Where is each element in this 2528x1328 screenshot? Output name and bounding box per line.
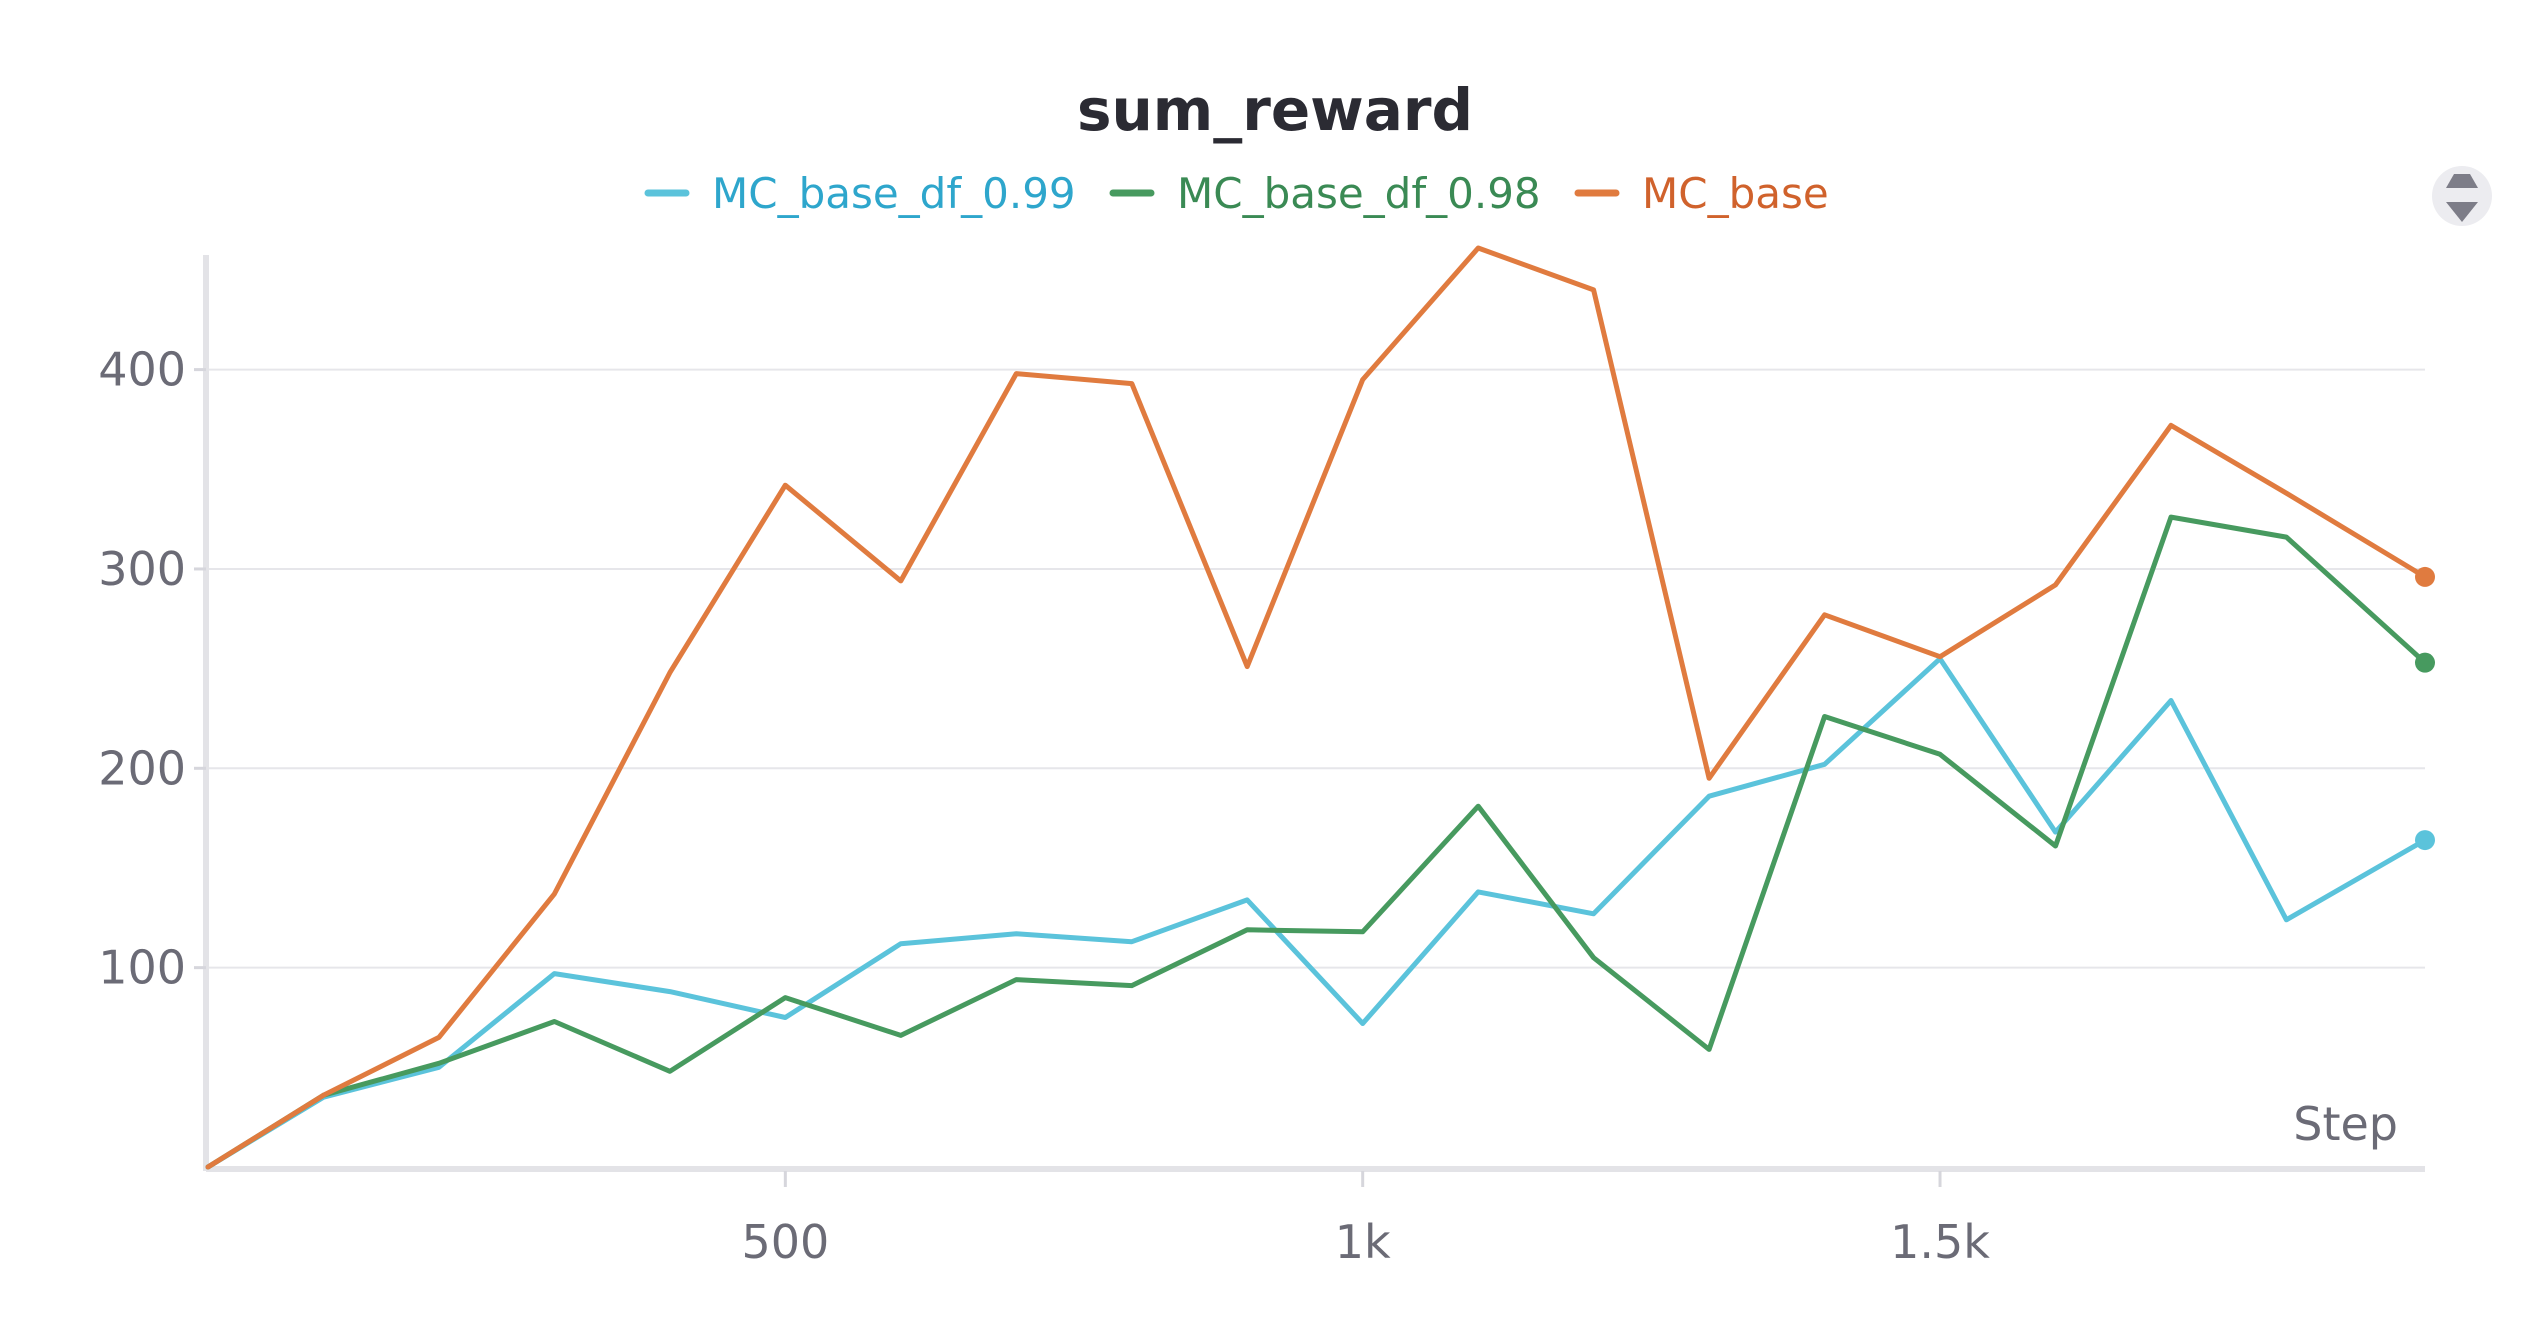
y-tick-label: 200 bbox=[98, 741, 186, 795]
legend-item[interactable]: MC_base_df_0.98 bbox=[1109, 169, 1541, 218]
legend-label: MC_base_df_0.99 bbox=[712, 169, 1076, 218]
x-tick-label: 1k bbox=[1335, 1215, 1391, 1269]
series-endpoint-0 bbox=[2415, 830, 2435, 851]
x-tick-label: 500 bbox=[741, 1215, 829, 1269]
series-endpoints bbox=[2415, 566, 2435, 851]
x-axis-label: Step bbox=[2293, 1097, 2398, 1151]
chart-title: sum_reward bbox=[1077, 76, 1473, 144]
legend-label: MC_base_df_0.98 bbox=[1177, 169, 1541, 218]
y-tick-label: 100 bbox=[98, 941, 186, 995]
series-lines bbox=[205, 245, 2428, 1170]
legend-item[interactable]: MC_base bbox=[1574, 169, 1829, 218]
x-tick-labels: 500 1k 1.5k bbox=[741, 1215, 1990, 1269]
legend-scroll-icon[interactable] bbox=[2432, 166, 2492, 226]
y-tick-label: 300 bbox=[98, 542, 186, 596]
y-tick-label: 400 bbox=[98, 343, 186, 397]
series-line-0 bbox=[205, 656, 2428, 1170]
grid-lines bbox=[208, 368, 2425, 969]
axes bbox=[194, 255, 2425, 1187]
series-endpoint-2 bbox=[2415, 566, 2435, 587]
series-line-2 bbox=[205, 245, 2428, 1170]
legend: MC_base_df_0.99 MC_base_df_0.98 MC_base bbox=[644, 169, 1829, 218]
series-endpoint-1 bbox=[2415, 652, 2435, 673]
series-line-1 bbox=[205, 514, 2428, 1170]
legend-label: MC_base bbox=[1642, 169, 1829, 218]
legend-item[interactable]: MC_base_df_0.99 bbox=[644, 169, 1076, 218]
x-tick-label: 1.5k bbox=[1890, 1215, 1990, 1269]
y-tick-labels: 100 200 300 400 bbox=[98, 343, 186, 995]
